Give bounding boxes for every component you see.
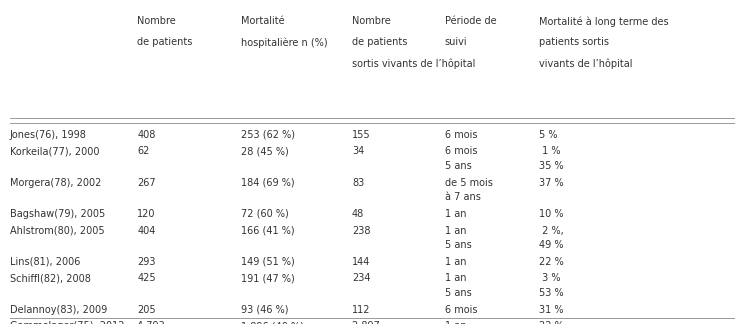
Text: 1 an: 1 an [445,273,466,284]
Text: 155: 155 [352,130,370,140]
Text: Gammelager(75), 2012: Gammelager(75), 2012 [10,321,124,324]
Text: 184 (69 %): 184 (69 %) [241,178,294,188]
Text: 35 %: 35 % [539,161,564,171]
Text: Morgera(78), 2002: Morgera(78), 2002 [10,178,101,188]
Text: 1 an: 1 an [445,321,466,324]
Text: de patients: de patients [137,37,193,47]
Text: Mortalité: Mortalité [241,16,285,26]
Text: 149 (51 %): 149 (51 %) [241,257,295,267]
Text: 191 (47 %): 191 (47 %) [241,273,295,284]
Text: 5 ans: 5 ans [445,240,471,250]
Text: Ahlstrom(80), 2005: Ahlstrom(80), 2005 [10,226,104,236]
Text: 205: 205 [137,305,156,315]
Text: 53 %: 53 % [539,288,564,298]
Text: 1 896 (40 %): 1 896 (40 %) [241,321,304,324]
Text: Bagshaw(79), 2005: Bagshaw(79), 2005 [10,209,105,219]
Text: 5 %: 5 % [539,130,558,140]
Text: 6 mois: 6 mois [445,130,477,140]
Text: 1 %: 1 % [539,146,561,156]
Text: 22 %: 22 % [539,257,564,267]
Text: à 7 ans: à 7 ans [445,192,480,202]
Text: hospitalière n (%): hospitalière n (%) [241,37,328,48]
Text: 2 897: 2 897 [352,321,380,324]
Text: 234: 234 [352,273,370,284]
Text: 120: 120 [137,209,156,219]
Text: 112: 112 [352,305,370,315]
Text: 83: 83 [352,178,365,188]
Text: Lins(81), 2006: Lins(81), 2006 [10,257,80,267]
Text: 34: 34 [352,146,365,156]
Text: Nombre: Nombre [137,16,176,26]
Text: patients sortis: patients sortis [539,37,609,47]
Text: 48: 48 [352,209,365,219]
Text: Période de: Période de [445,16,496,26]
Text: 253 (62 %): 253 (62 %) [241,130,295,140]
Text: Mortalité à long terme des: Mortalité à long terme des [539,16,669,27]
Text: 166 (41 %): 166 (41 %) [241,226,294,236]
Text: 72 (60 %): 72 (60 %) [241,209,288,219]
Text: 6 mois: 6 mois [445,305,477,315]
Text: 404: 404 [137,226,156,236]
Text: de patients: de patients [352,37,408,47]
Text: 31 %: 31 % [539,305,564,315]
Text: sortis vivants de l’hôpital: sortis vivants de l’hôpital [352,58,475,69]
Text: 4 793: 4 793 [137,321,165,324]
Text: Korkeila(77), 2000: Korkeila(77), 2000 [10,146,99,156]
Text: 5 ans: 5 ans [445,288,471,298]
Text: 238: 238 [352,226,370,236]
Text: 49 %: 49 % [539,240,564,250]
Text: 293: 293 [137,257,156,267]
Text: 37 %: 37 % [539,178,564,188]
Text: 3 %: 3 % [539,273,561,284]
Text: Jones(76), 1998: Jones(76), 1998 [10,130,87,140]
Text: 267: 267 [137,178,156,188]
Text: 425: 425 [137,273,156,284]
Text: 28 (45 %): 28 (45 %) [241,146,288,156]
Text: suivi: suivi [445,37,468,47]
Text: 93 (46 %): 93 (46 %) [241,305,288,315]
Text: 6 mois: 6 mois [445,146,477,156]
Text: 10 %: 10 % [539,209,564,219]
Text: Delannoy(83), 2009: Delannoy(83), 2009 [10,305,107,315]
Text: 1 an: 1 an [445,209,466,219]
Text: 1 an: 1 an [445,226,466,236]
Text: vivants de l’hôpital: vivants de l’hôpital [539,58,633,69]
Text: 1 an: 1 an [445,257,466,267]
Text: 144: 144 [352,257,370,267]
Text: 22 %: 22 % [539,321,564,324]
Text: 62: 62 [137,146,150,156]
Text: Nombre: Nombre [352,16,391,26]
Text: 2 %,: 2 %, [539,226,564,236]
Text: 5 ans: 5 ans [445,161,471,171]
Text: Schiffl(82), 2008: Schiffl(82), 2008 [10,273,90,284]
Text: 408: 408 [137,130,156,140]
Text: de 5 mois: de 5 mois [445,178,493,188]
